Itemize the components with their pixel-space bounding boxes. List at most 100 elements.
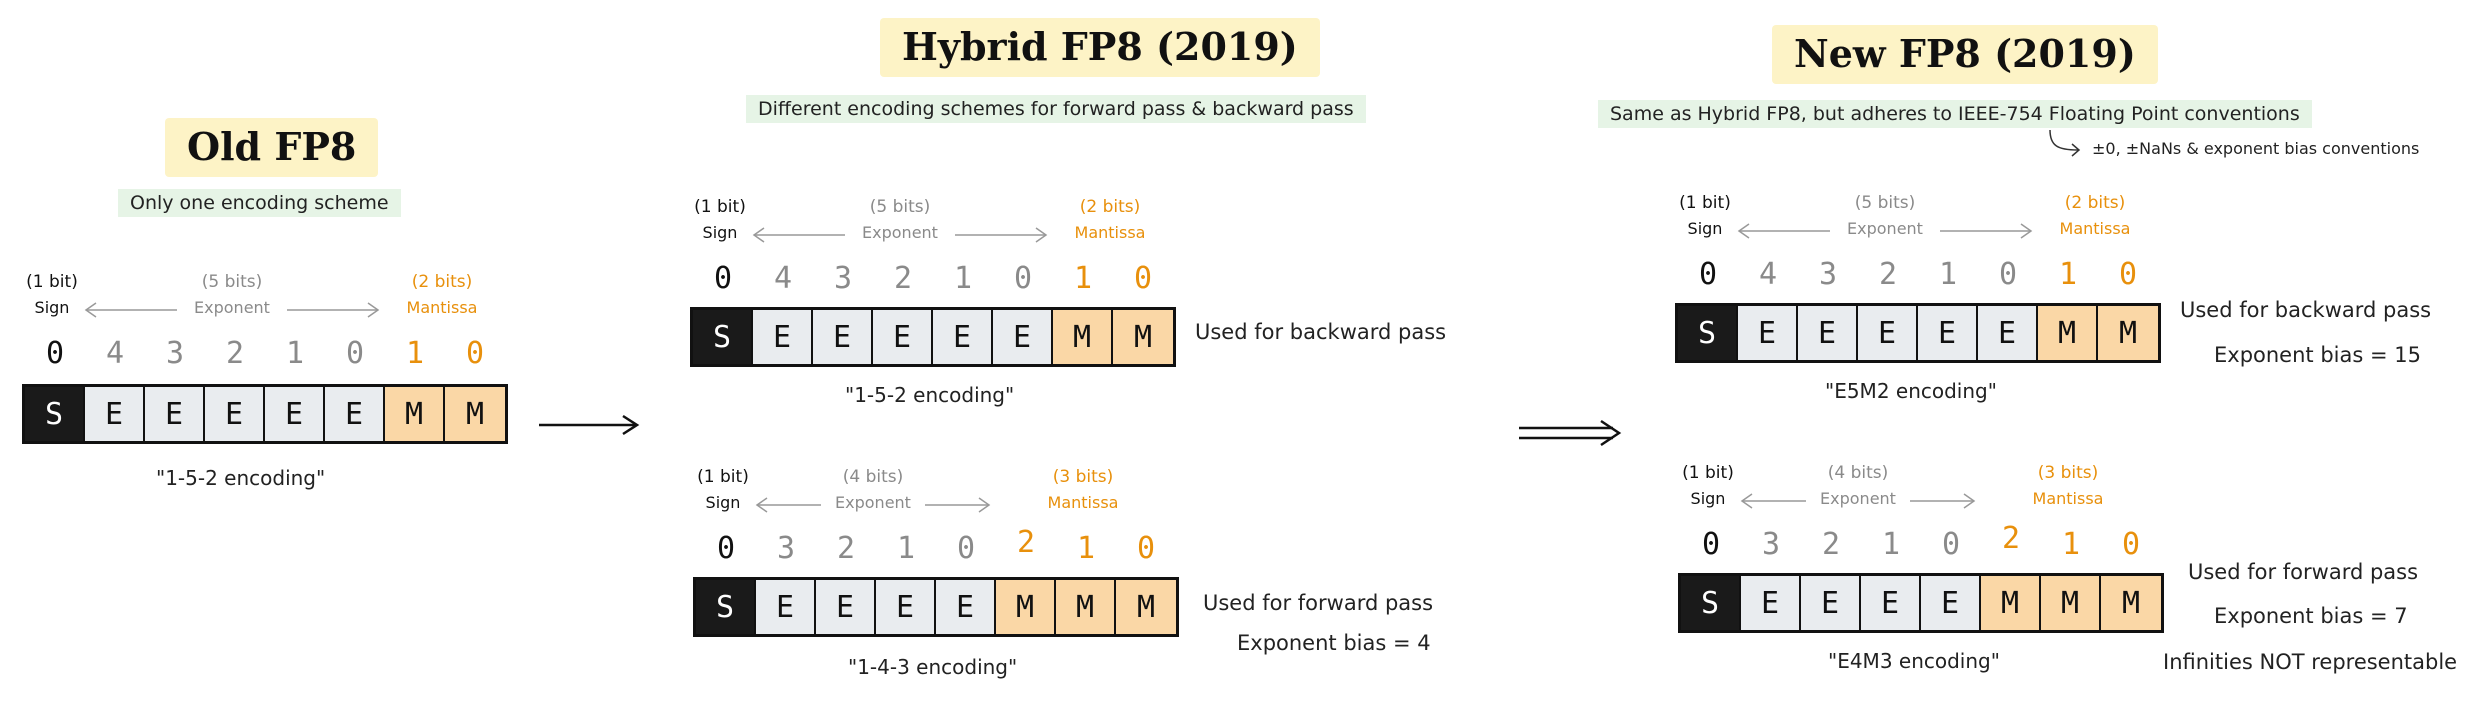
bit-index: 1 [1076, 531, 1096, 566]
exponent-label: Exponent [1820, 489, 1896, 508]
mantissa-bits-label: (2 bits) [2064, 193, 2126, 213]
bit-index: 0 [716, 531, 736, 566]
usage-note: Used for backward pass [1195, 320, 1447, 344]
bit-index: 0 [1698, 257, 1718, 292]
bit-index: 1 [953, 261, 973, 296]
bit-layout: S E E E E E M M [690, 307, 1176, 367]
exponent-bits-label: (5 bits) [1854, 193, 1916, 213]
exponent-span-arrow [84, 302, 380, 318]
exponent-bits-label: (5 bits) [201, 272, 263, 292]
mantissa-bit-cell: M [2098, 306, 2158, 360]
mantissa-bits-label: (3 bits) [2037, 463, 2099, 483]
mantissa-bit-cell: M [1113, 310, 1173, 364]
exponent-label: Exponent [862, 223, 938, 242]
bit-index: 1 [1881, 527, 1901, 562]
bit-index: 4 [105, 336, 125, 371]
bit-layout: S E E E E M M M [1678, 573, 2164, 633]
mantissa-bits-label: (2 bits) [411, 272, 473, 292]
exponent-span-arrow [1740, 493, 1976, 509]
exponent-bit-cell: E [265, 387, 325, 441]
exponent-bit-cell: E [876, 580, 936, 634]
infinities-note: Infinities NOT representable [2163, 650, 2458, 674]
mantissa-label: Mantissa [1074, 223, 1146, 242]
e4m3-format: (1 bit) Sign (4 bits) Exponent (3 bits) … [1678, 463, 2178, 693]
exponent-span-arrow [752, 227, 1048, 243]
new-fp8-subtitle: Same as Hybrid FP8, but adheres to IEEE-… [1598, 100, 2312, 128]
encoding-label: "1-4-3 encoding" [848, 655, 1018, 679]
ieee-annotation: ±0, ±NaNs & exponent bias conventions [2092, 139, 2420, 158]
bit-index: 0 [45, 336, 65, 371]
exponent-label: Exponent [1847, 219, 1923, 238]
bit-index-row: 0 4 3 2 1 0 1 0 [693, 261, 1173, 296]
bit-index: 2 [836, 531, 856, 566]
exponent-bit-cell: E [756, 580, 816, 634]
bit-index: 0 [465, 336, 485, 371]
usage-note: Used for forward pass [1203, 591, 1434, 615]
mantissa-bit-cell: M [2038, 306, 2098, 360]
bit-index: 0 [1136, 531, 1156, 566]
sign-bit-cell: S [25, 387, 85, 441]
bit-index: 0 [1998, 257, 2018, 292]
old-fp8-subtitle: Only one encoding scheme [118, 189, 401, 217]
mantissa-label: Mantissa [2032, 489, 2104, 508]
bit-index: 1 [2058, 257, 2078, 292]
sign-bits-label: (1 bit) [1679, 193, 1731, 213]
bit-index: 4 [1758, 257, 1778, 292]
bit-index: 3 [1818, 257, 1838, 292]
bit-index: 0 [345, 336, 365, 371]
mantissa-label: Mantissa [406, 298, 478, 317]
curved-arrow-icon [2049, 129, 2081, 157]
bit-index: 0 [2121, 527, 2141, 562]
encoding-label: "1-5-2 encoding" [156, 466, 326, 490]
mantissa-bit-cell: M [1981, 576, 2041, 630]
mantissa-bit-cell: M [385, 387, 445, 441]
exponent-bit-cell: E [936, 580, 996, 634]
bit-index: 0 [1701, 527, 1721, 562]
encoding-label: "1-5-2 encoding" [845, 383, 1015, 407]
mantissa-bit-cell: M [2101, 576, 2161, 630]
exponent-bit-cell: E [145, 387, 205, 441]
old-fp8-format: (1 bit) Sign (5 bits) Exponent (2 bits) … [22, 272, 508, 502]
mantissa-label: Mantissa [1047, 493, 1119, 512]
exponent-bit-cell: E [993, 310, 1053, 364]
bit-index-row: 0 3 2 1 0 2 1 0 [1681, 521, 2161, 562]
bit-index: 0 [956, 531, 976, 566]
encoding-label: "E4M3 encoding" [1828, 649, 2000, 673]
sign-label: Sign [1690, 489, 1726, 508]
exponent-bit-cell: E [1741, 576, 1801, 630]
exponent-bit-cell: E [873, 310, 933, 364]
bit-index: 1 [285, 336, 305, 371]
bit-index: 2 [1016, 525, 1036, 560]
sign-label: Sign [1687, 219, 1723, 238]
old-fp8-title: Old FP8 [165, 118, 379, 177]
hybrid-fp8-title: Hybrid FP8 (2019) [880, 18, 1320, 77]
bit-index-row: 0 3 2 1 0 2 1 0 [696, 525, 1176, 566]
exponent-bit-cell: E [1858, 306, 1918, 360]
mantissa-label: Mantissa [2059, 219, 2131, 238]
sign-bits-label: (1 bit) [26, 272, 78, 292]
mantissa-bit-cell: M [996, 580, 1056, 634]
mantissa-bit-cell: M [445, 387, 505, 441]
bit-layout: S E E E E M M M [693, 577, 1179, 637]
bit-index: 1 [1073, 261, 1093, 296]
sign-label: Sign [705, 493, 741, 512]
exponent-span-arrow [755, 497, 991, 513]
bit-index: 3 [1761, 527, 1781, 562]
bit-index: 0 [713, 261, 733, 296]
mantissa-bits-label: (3 bits) [1052, 467, 1114, 487]
sign-bit-cell: S [1681, 576, 1741, 630]
bit-index: 1 [2061, 527, 2081, 562]
exponent-bit-cell: E [1738, 306, 1798, 360]
bit-index: 3 [833, 261, 853, 296]
bit-index: 0 [1013, 261, 1033, 296]
exponent-bit-cell: E [85, 387, 145, 441]
sign-bit-cell: S [693, 310, 753, 364]
exponent-bit-cell: E [1918, 306, 1978, 360]
exponent-bit-cell: E [1798, 306, 1858, 360]
encoding-label: "E5M2 encoding" [1825, 379, 1997, 403]
bit-index-row: 0 4 3 2 1 0 1 0 [25, 336, 505, 371]
bit-index: 3 [165, 336, 185, 371]
bit-index: 0 [1941, 527, 1961, 562]
mantissa-bit-cell: M [1116, 580, 1176, 634]
usage-note: Used for forward pass [2188, 560, 2419, 584]
